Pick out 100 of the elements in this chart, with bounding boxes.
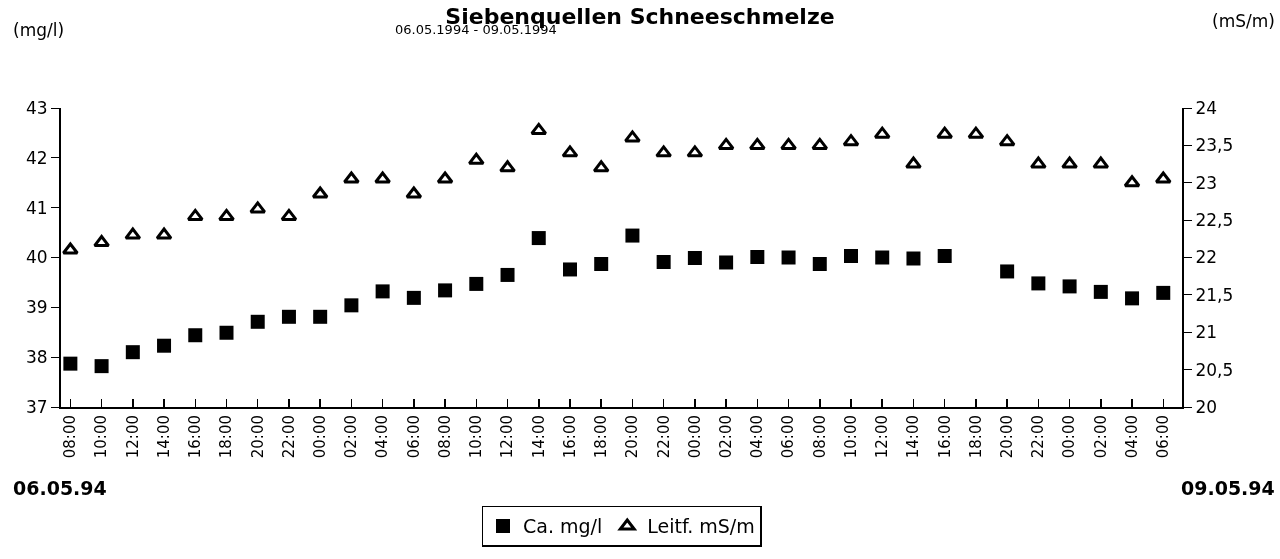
x-tick-label: 14:00 [529,415,548,459]
point [469,276,484,291]
point [344,298,359,313]
point [280,208,298,221]
y2-tick-label: 22 [1195,247,1218,268]
point [998,134,1016,147]
point [781,250,796,265]
point [1093,284,1108,299]
point [594,256,609,271]
point [436,171,454,184]
point [531,231,546,246]
point [374,171,392,184]
x-tick-label: 12:00 [123,415,142,459]
x-tick-label: 22:00 [1029,415,1048,459]
x-tick-label: 20:00 [623,415,642,459]
y-tick-label: 40 [25,247,48,268]
point [842,134,860,147]
x-tick-label: 06:00 [779,415,798,459]
point [219,325,234,340]
y-tick-label: 43 [25,97,48,118]
point [687,251,702,265]
point [937,249,952,264]
x-tick-label: 22:00 [654,415,673,459]
point [906,251,921,266]
point [61,242,79,255]
point [750,250,765,264]
y-tick-label: 39 [25,297,48,318]
point [500,267,515,282]
x-tick-label: 22:00 [279,415,298,459]
point [93,235,111,248]
point [1061,156,1079,169]
y-tick-label: 42 [25,147,48,168]
x-tick-label: 06:00 [404,415,423,459]
x-tick-label: 08:00 [810,415,829,459]
point [748,137,766,150]
x-tick-label: 04:00 [1122,415,1141,459]
point [281,309,296,324]
legend-label: Leitf. mS/m [647,515,755,538]
point [905,156,922,169]
x-tick-label: 20:00 [248,415,267,459]
point [530,122,548,135]
text: 06.05.94 [13,477,107,499]
point [656,254,671,269]
point [467,152,485,165]
point [967,126,985,139]
x-tick-label: 16:00 [560,415,579,459]
point [717,137,735,150]
point [188,328,203,343]
x-tick-label: 18:00 [592,415,611,459]
point [405,186,423,199]
x-tick-label: 16:00 [186,415,205,459]
x-tick-label: 10:00 [467,415,486,459]
y2-tick-label: 20,5 [1195,359,1234,380]
point [1123,175,1141,188]
point [561,145,579,158]
x-tick-label: 10:00 [92,415,111,459]
point [875,250,890,265]
point [936,126,954,139]
y-tick-label: 37 [25,396,48,417]
x-tick-label: 16:00 [935,415,954,459]
point [1156,285,1171,300]
x-tick-label: 08:00 [61,415,80,459]
y2-tick-label: 20 [1195,396,1218,417]
point [686,145,704,158]
point [811,137,829,150]
x-tick-label: 14:00 [904,415,923,459]
x-tick-label: 04:00 [748,415,767,459]
point [780,137,797,150]
point [812,256,827,271]
point [1154,171,1172,184]
y-tick-label: 41 [25,197,48,218]
point [342,171,360,184]
y2-axis-title: (mS/m) [1212,11,1275,31]
point [1062,279,1077,294]
point [375,284,390,299]
point [592,160,610,173]
y-tick-label: 38 [25,347,48,368]
legend-label: Ca. mg/l [523,515,603,538]
point [125,345,140,360]
point [1000,264,1015,279]
point [311,186,329,199]
x-tick-label: 08:00 [435,415,454,459]
y2-tick-label: 24 [1195,97,1218,118]
point [624,130,641,143]
point [1092,156,1110,169]
point [218,208,235,221]
x-tick-label: 02:00 [342,415,361,459]
x-tick-label: 12:00 [873,415,892,459]
y2-tick-label: 21 [1195,322,1218,343]
point [63,356,78,371]
x-tick-label: 02:00 [716,415,735,459]
point [873,126,891,139]
x-tick-label: 18:00 [217,415,236,459]
x-tick-label: 18:00 [966,415,985,459]
point [655,145,673,158]
point [155,227,173,240]
point [186,208,204,221]
point [1031,276,1046,291]
x-tick-label: 00:00 [1060,415,1079,459]
point [625,228,640,243]
